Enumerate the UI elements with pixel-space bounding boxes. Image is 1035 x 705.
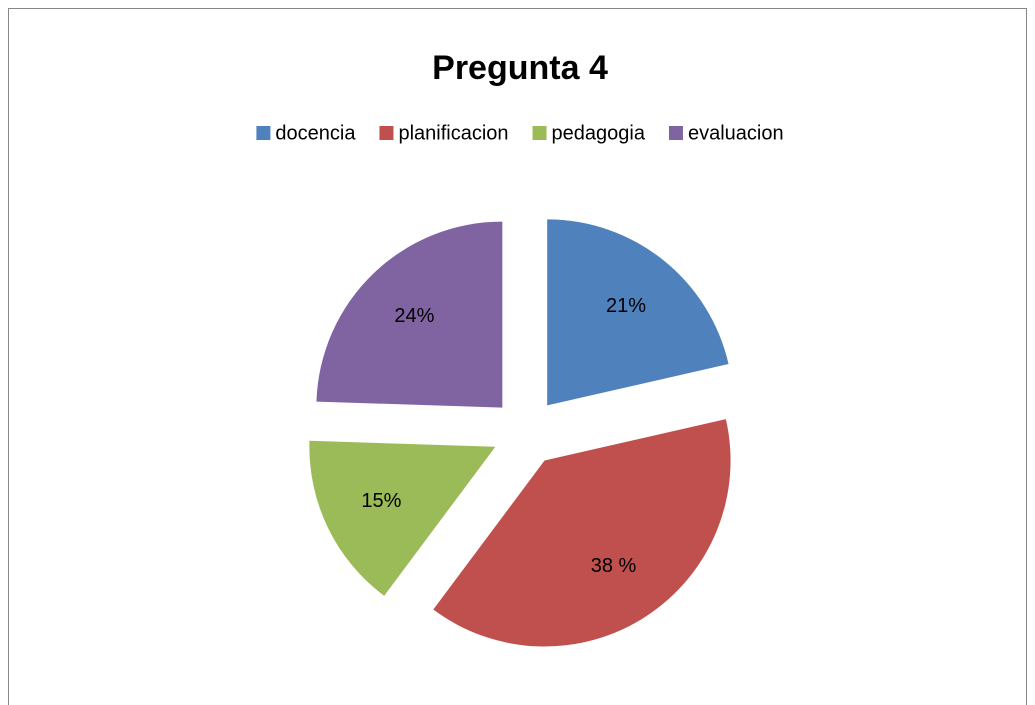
data-label: 15% (361, 490, 401, 512)
legend-swatch (256, 126, 271, 140)
pie-slice (547, 219, 729, 406)
legend-swatch (532, 126, 547, 140)
legend-label: pedagogia (552, 122, 646, 144)
pie-slice (309, 440, 496, 596)
data-label: 24% (394, 305, 434, 327)
data-label: 21% (606, 295, 646, 317)
legend-label: docencia (275, 122, 356, 144)
legend-swatch (668, 126, 683, 140)
pie-slice (316, 221, 503, 408)
legend-swatch (379, 126, 394, 140)
legend-label: evaluacion (688, 122, 784, 144)
legend-label: planificacion (398, 122, 508, 144)
data-label: 38 % (591, 555, 637, 577)
chart-title: Pregunta 4 (432, 49, 608, 87)
pie-slice (433, 419, 731, 647)
